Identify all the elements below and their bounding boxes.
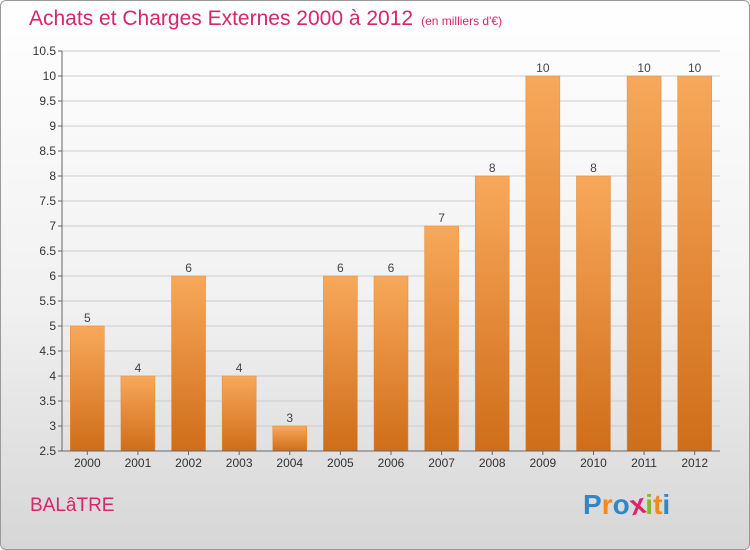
bar bbox=[474, 175, 510, 452]
data-label: 3 bbox=[286, 411, 293, 425]
data-label: 4 bbox=[135, 361, 142, 375]
bar bbox=[424, 225, 459, 452]
y-tick-label: 10.5 bbox=[33, 44, 57, 58]
logo-letter: r bbox=[601, 489, 613, 520]
y-tick-label: 10 bbox=[43, 69, 57, 83]
data-label: 6 bbox=[337, 261, 344, 275]
x-tick-label: 2006 bbox=[378, 456, 405, 470]
title-text: Achats et Charges Externes 2000 à 2012 bbox=[29, 7, 414, 30]
bar bbox=[525, 75, 561, 452]
x-tick-label: 2004 bbox=[276, 456, 303, 470]
bars bbox=[70, 75, 712, 452]
x-tick-label: 2012 bbox=[681, 456, 708, 470]
y-tick-label: 2.5 bbox=[39, 444, 56, 458]
x-tick-label: 2008 bbox=[479, 456, 506, 470]
data-label: 5 bbox=[84, 311, 91, 325]
x-tick-label: 2007 bbox=[428, 456, 455, 470]
bar bbox=[626, 75, 662, 452]
unit-label: (en milliers d'€) bbox=[421, 14, 503, 28]
y-tick-label: 4 bbox=[49, 369, 56, 383]
labels: 2.5 3 3.5 4 4.5 5 5.5 6 6.5 7 7.5 8 8.5 9 9.5 10 10.5 5 20… bbox=[33, 44, 709, 470]
x-tick-label: 2009 bbox=[529, 456, 556, 470]
y-tick-label: 5 bbox=[49, 319, 56, 333]
y-tick-label: 9 bbox=[49, 119, 56, 133]
x-tick-label: 2011 bbox=[631, 456, 657, 470]
y-tick-label: 9.5 bbox=[39, 94, 56, 108]
x-tick-label: 2001 bbox=[125, 456, 152, 470]
x-tick-label: 2003 bbox=[226, 456, 253, 470]
data-label: 7 bbox=[438, 211, 445, 225]
logo-letter: t bbox=[653, 489, 663, 520]
bar bbox=[323, 275, 358, 452]
data-label: 10 bbox=[637, 61, 651, 75]
commune-name: BALâTRE bbox=[30, 495, 115, 516]
y-tick-label: 7.5 bbox=[39, 194, 56, 208]
logo-letter: P bbox=[583, 489, 602, 520]
bar bbox=[171, 275, 206, 452]
axes bbox=[58, 50, 720, 455]
x-tick-label: 2005 bbox=[327, 456, 354, 470]
y-tick-label: 6 bbox=[49, 269, 56, 283]
bar bbox=[272, 425, 308, 452]
x-tick-label: 2000 bbox=[74, 456, 101, 470]
y-tick-label: 4.5 bbox=[39, 344, 56, 358]
logo-letter: i bbox=[662, 489, 671, 520]
data-label: 4 bbox=[236, 361, 243, 375]
chart-title: Achats et Charges Externes 2000 à 2012 (e… bbox=[29, 7, 502, 31]
proxiti-logo: Proxiti bbox=[583, 488, 671, 522]
data-label: 10 bbox=[536, 61, 550, 75]
y-tick-label: 8.5 bbox=[39, 144, 56, 158]
y-tick-label: 7 bbox=[49, 219, 56, 233]
data-label: 6 bbox=[185, 261, 192, 275]
y-tick-label: 3 bbox=[49, 419, 56, 433]
y-tick-label: 3.5 bbox=[39, 394, 56, 408]
bar bbox=[70, 325, 105, 452]
bar bbox=[120, 375, 156, 452]
data-label: 8 bbox=[489, 161, 496, 175]
y-tick-label: 6.5 bbox=[39, 244, 56, 258]
y-tick-label: 8 bbox=[49, 169, 56, 183]
x-tick-label: 2010 bbox=[580, 456, 607, 470]
data-label: 10 bbox=[688, 61, 702, 75]
x-tick-label: 2002 bbox=[175, 456, 202, 470]
data-label: 6 bbox=[388, 261, 395, 275]
bar bbox=[677, 75, 712, 452]
logo-letter: o bbox=[612, 489, 630, 520]
bar bbox=[221, 375, 257, 452]
bar bbox=[373, 275, 409, 452]
y-tick-label: 5.5 bbox=[39, 294, 56, 308]
data-label: 8 bbox=[590, 161, 597, 175]
logo-letter: i bbox=[645, 489, 654, 520]
bar bbox=[576, 175, 611, 452]
